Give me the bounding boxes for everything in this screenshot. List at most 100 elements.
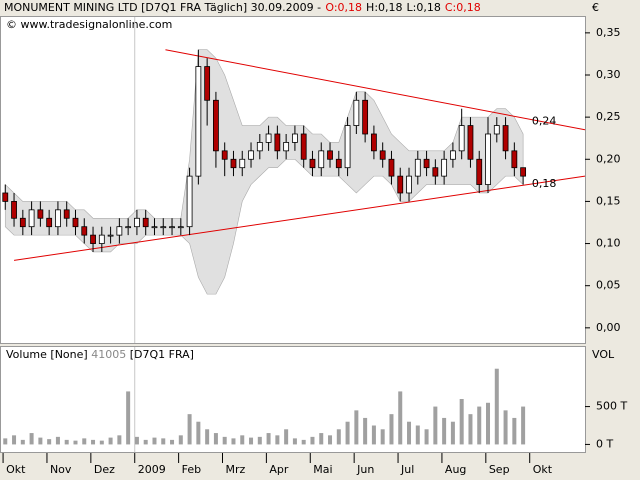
candle-body bbox=[90, 234, 96, 244]
volume-bar bbox=[152, 437, 157, 445]
candle-body bbox=[371, 133, 377, 152]
volume-bar bbox=[91, 439, 96, 445]
volume-bar bbox=[134, 436, 139, 445]
volume-last: 41005 bbox=[91, 348, 126, 361]
candle-body bbox=[11, 201, 17, 219]
volume-bar bbox=[389, 414, 394, 445]
chart-title: MONUMENT MINING LTD [D7Q1 FRA Täglich] 3… bbox=[4, 1, 481, 14]
volume-bar bbox=[117, 435, 122, 445]
volume-bar bbox=[503, 410, 508, 445]
volume-bar bbox=[38, 437, 43, 445]
candle-body bbox=[406, 175, 412, 194]
candle-body bbox=[450, 150, 456, 160]
title-text: MONUMENT MINING LTD [D7Q1 FRA Täglich] 3… bbox=[4, 1, 321, 14]
candle-body bbox=[37, 209, 44, 219]
volume-bar bbox=[205, 429, 210, 445]
volume-title: Volume [None] 41005 [D7Q1 FRA] bbox=[6, 348, 194, 361]
x-tick-label: Jul bbox=[400, 463, 414, 476]
candle-body bbox=[432, 167, 439, 177]
volume-bar bbox=[47, 439, 52, 445]
candle-body bbox=[265, 133, 272, 143]
candle-body bbox=[318, 150, 325, 169]
volume-bar bbox=[442, 417, 447, 445]
volume-bar bbox=[310, 436, 315, 445]
candle-body bbox=[230, 158, 237, 169]
candle-body bbox=[283, 142, 290, 152]
candle-body bbox=[63, 209, 70, 219]
candle-body bbox=[520, 167, 527, 177]
x-tick-label: Mai bbox=[313, 463, 332, 476]
candle-body bbox=[248, 150, 254, 160]
volume-bar bbox=[178, 435, 183, 445]
candle-body bbox=[292, 133, 298, 143]
x-tick-label: Dez bbox=[94, 463, 115, 476]
candle-body bbox=[239, 158, 246, 169]
header-field: C:0,18 bbox=[445, 1, 481, 14]
candle-body bbox=[134, 217, 140, 228]
candle-body bbox=[28, 209, 35, 228]
candle-body bbox=[81, 226, 88, 236]
volume-bar bbox=[486, 402, 491, 445]
x-tick-label: Nov bbox=[50, 463, 72, 476]
volume-bar bbox=[187, 414, 192, 445]
volume-bar bbox=[249, 437, 254, 445]
candle-body bbox=[46, 217, 53, 228]
candle-body bbox=[335, 158, 342, 169]
volume-bar bbox=[380, 429, 385, 445]
volume-bar bbox=[284, 429, 289, 445]
header-fields: O:0,18 H:0,18 L:0,18 C:0,18 bbox=[325, 1, 480, 14]
y-tick-label: 500 T bbox=[596, 400, 627, 413]
volume-bar bbox=[433, 406, 438, 445]
candle-body bbox=[160, 226, 167, 229]
volume-bar bbox=[266, 433, 271, 445]
candle-body bbox=[458, 125, 465, 152]
bollinger-band bbox=[4, 49, 524, 295]
source: © www.tradesignalonline.com bbox=[6, 18, 172, 31]
candle-body bbox=[344, 125, 351, 169]
volume-bar bbox=[363, 417, 368, 445]
volume-bar bbox=[371, 425, 376, 445]
volume-bar bbox=[196, 421, 201, 445]
volume-name: Volume [None] bbox=[6, 348, 88, 361]
y-tick-label: 0,15 bbox=[596, 194, 621, 207]
volume-bar bbox=[161, 438, 166, 445]
volume-symbol: [D7Q1 FRA] bbox=[130, 348, 194, 361]
candle-body bbox=[195, 66, 202, 177]
candle-body bbox=[186, 175, 193, 228]
annotation: 0,24 bbox=[532, 115, 557, 128]
volume-bar bbox=[459, 399, 464, 445]
header-field: H:0,18 bbox=[366, 1, 402, 14]
volume-bar bbox=[319, 433, 324, 445]
candle-body bbox=[116, 226, 123, 236]
candle-body bbox=[125, 226, 132, 229]
trend-line bbox=[13, 175, 586, 261]
volume-axis-label: VOL bbox=[592, 348, 615, 361]
x-tick-label: Okt bbox=[533, 463, 553, 476]
y-tick-label: 0,00 bbox=[596, 321, 621, 334]
candle-body bbox=[511, 150, 518, 169]
candle-body bbox=[19, 217, 26, 228]
volume-bar bbox=[240, 435, 245, 445]
y-tick-label: 0,05 bbox=[596, 279, 621, 292]
volume-bar bbox=[20, 439, 25, 445]
candle-body bbox=[55, 209, 61, 228]
volume-bar bbox=[301, 439, 306, 445]
candle-body bbox=[274, 133, 281, 152]
volume-bar bbox=[424, 429, 429, 445]
volume-bar bbox=[213, 433, 218, 445]
header-field: L:0,18 bbox=[407, 1, 441, 14]
x-tick-label: Mrz bbox=[226, 463, 246, 476]
volume-bar bbox=[257, 436, 262, 445]
candle-body bbox=[493, 125, 500, 135]
candle-body bbox=[300, 133, 307, 160]
volume-bar bbox=[415, 425, 420, 445]
volume-bar bbox=[328, 435, 333, 445]
x-tick-label: Aug bbox=[445, 463, 466, 476]
volume-bar bbox=[99, 440, 104, 445]
volume-bar bbox=[73, 440, 78, 445]
volume-bar bbox=[222, 436, 227, 445]
candle-body bbox=[142, 217, 149, 228]
y-tick-label: 0,10 bbox=[596, 237, 621, 250]
candle-body bbox=[256, 142, 263, 152]
